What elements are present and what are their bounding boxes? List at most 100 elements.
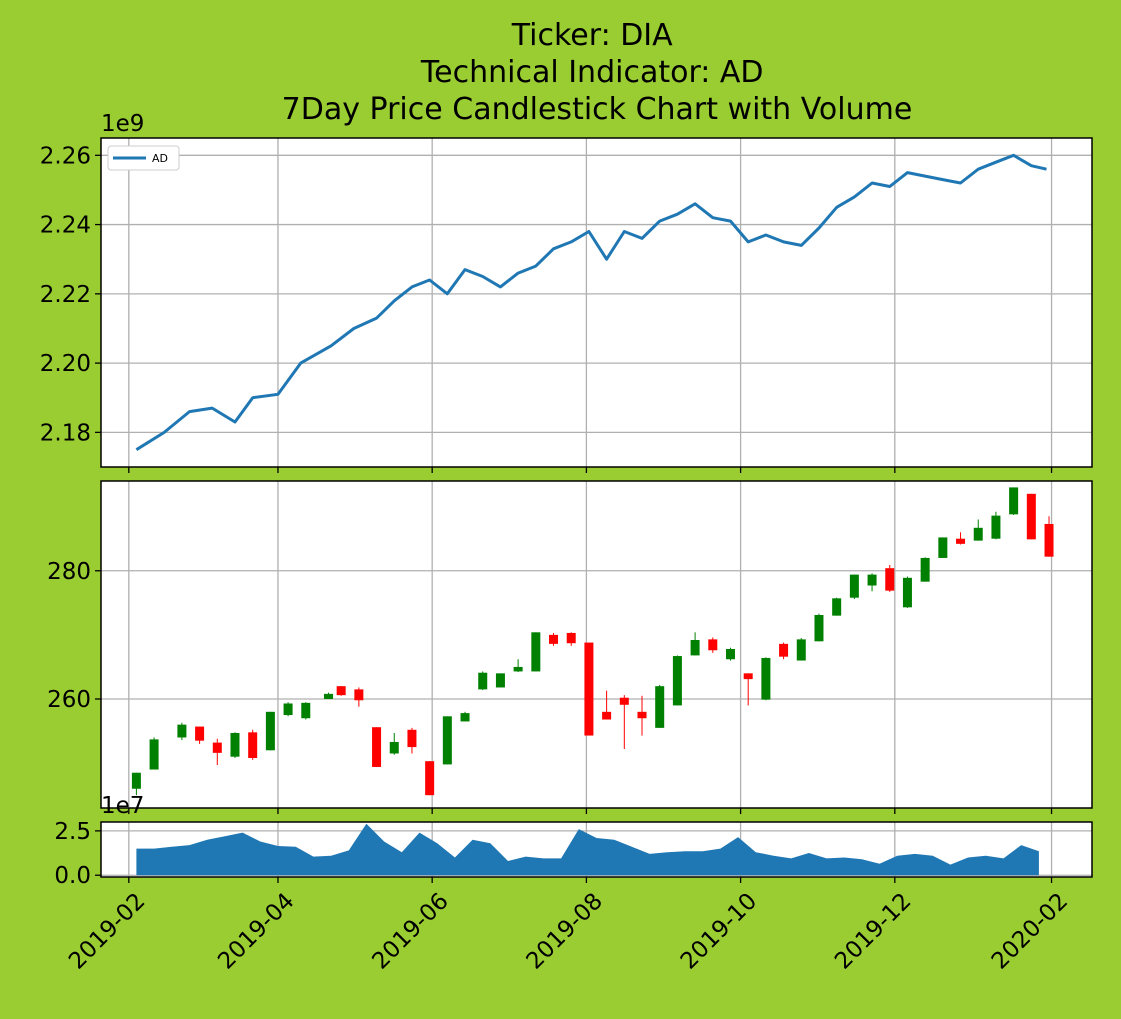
candle-down	[956, 532, 966, 545]
candle-body	[248, 732, 258, 758]
indicator-exponent-label: 1e9	[101, 111, 144, 137]
candle-down	[549, 632, 559, 646]
candle-body	[195, 726, 205, 741]
x-tick-label: 2019-12	[830, 888, 916, 974]
x-tick-label: 2019-08	[522, 888, 608, 974]
candle-body	[743, 673, 753, 680]
x-tick-label: 2019-10	[676, 888, 762, 974]
candle-body	[832, 598, 842, 616]
candle-body	[389, 741, 399, 754]
candle-body	[495, 673, 505, 688]
candle-up	[690, 632, 700, 656]
candle-body	[885, 568, 895, 591]
chart-title: Ticker: DIA Technical Indicator: AD 7Day…	[282, 18, 913, 127]
candle-body	[1009, 487, 1019, 515]
indicator-ytick-label: 2.22	[40, 282, 91, 308]
candle-body	[814, 615, 824, 642]
candle-body	[425, 761, 435, 796]
title-line-chart-type: 7Day Price Candlestick Chart with Volume	[282, 92, 913, 127]
candle-down	[779, 642, 789, 660]
candle-up	[324, 692, 334, 699]
candle-body	[938, 537, 948, 558]
candle-down	[566, 632, 576, 646]
candle-body	[672, 656, 682, 706]
candle-body	[867, 574, 877, 586]
indicator-frame	[100, 137, 1093, 468]
candle-body	[1026, 493, 1036, 540]
candle-up	[902, 576, 912, 608]
price-frame	[100, 480, 1093, 809]
candle-body	[973, 527, 983, 541]
candle-down	[619, 695, 629, 750]
candle-body	[230, 732, 240, 757]
candle-up	[283, 702, 293, 717]
candle-body	[149, 739, 159, 770]
candle-down	[354, 687, 364, 707]
candle-down	[336, 686, 346, 696]
candle-down	[212, 738, 222, 766]
x-tick-label: 2019-02	[64, 888, 150, 974]
indicator-panel: 2.18 2.20 2.22 2.24 2.26	[40, 137, 1093, 473]
candle-up	[991, 511, 1001, 540]
volume-ytick-label: 0.0	[54, 863, 91, 889]
indicator-ytick-label: 2.24	[40, 213, 91, 239]
candle-body	[725, 648, 735, 660]
candle-up	[265, 711, 275, 751]
candle-body	[902, 577, 912, 608]
candle-body	[283, 703, 293, 716]
candle-body	[849, 574, 859, 598]
candle-up	[177, 722, 187, 741]
candle-body	[566, 632, 576, 644]
candle-down	[425, 761, 435, 796]
candle-up	[513, 659, 523, 673]
candle-body	[301, 702, 311, 719]
candle-body	[531, 632, 541, 672]
candle-body	[708, 639, 718, 651]
legend-label-ad: AD	[152, 152, 168, 165]
candle-body	[655, 686, 665, 728]
candle-body	[637, 711, 647, 719]
candle-body	[513, 666, 523, 672]
candle-body	[920, 557, 930, 582]
candle-up	[495, 673, 505, 688]
candle-up	[849, 574, 859, 599]
candle-up	[531, 632, 541, 672]
candle-body	[372, 727, 382, 767]
candle-up	[230, 732, 240, 758]
candle-body	[619, 697, 629, 705]
candle-down	[743, 673, 753, 706]
x-tick-label: 2019-06	[367, 888, 453, 974]
title-line-indicator: Technical Indicator: AD	[420, 55, 764, 90]
candle-body	[956, 538, 966, 544]
candle-up	[301, 702, 311, 720]
candle-body	[324, 693, 334, 699]
candle-up	[920, 557, 930, 582]
candle-body	[584, 642, 594, 736]
candle-body	[407, 729, 417, 748]
candle-body	[761, 657, 771, 700]
candle-up	[973, 519, 983, 541]
candle-body	[177, 724, 187, 738]
candle-up	[1009, 487, 1019, 515]
volume-exponent-label: 1e7	[101, 793, 144, 819]
candle-body	[131, 772, 141, 789]
title-line-ticker: Ticker: DIA	[511, 18, 673, 53]
candle-down	[1044, 516, 1054, 557]
candle-body	[779, 643, 789, 657]
candle-body	[212, 742, 222, 753]
candle-down	[885, 564, 895, 592]
price-panel: 260 280	[47, 480, 1093, 814]
legend: AD	[107, 145, 180, 171]
candle-up	[655, 684, 665, 728]
candle-body	[549, 634, 559, 644]
candle-down	[708, 637, 718, 653]
candle-body	[354, 689, 364, 701]
candle-down	[602, 690, 612, 720]
candle-up	[761, 657, 771, 701]
indicator-ytick-label: 2.20	[40, 351, 91, 377]
candle-down	[584, 642, 594, 736]
candle-up	[460, 711, 470, 722]
indicator-ytick-label: 2.26	[40, 143, 91, 169]
x-tick-label: 2019-04	[213, 888, 299, 974]
volume-frame	[100, 821, 1093, 878]
